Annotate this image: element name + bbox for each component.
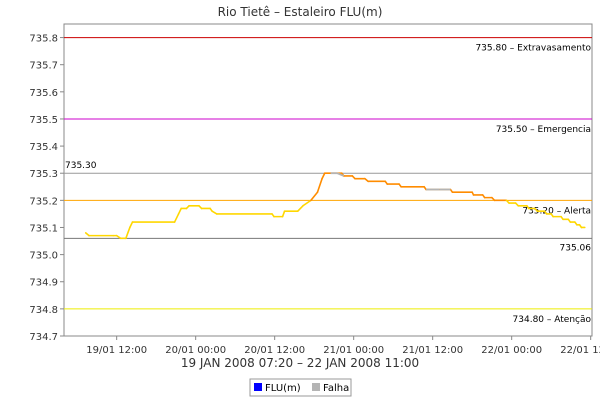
- legend-frame: [249, 378, 352, 397]
- y-axis: 734.7 734.8 734.9 735.0 735.1 735.2 735.3 735.4…: [29, 34, 64, 343]
- x-axis-label: 19 JAN 2008 07:20 – 22 JAN 2008 11:00: [181, 356, 419, 370]
- falha-series-segment: [336, 172, 345, 177]
- chart-title: Rio Tietê – Estaleiro FLU(m): [218, 5, 383, 19]
- y-tick-label: 735.3: [29, 169, 58, 180]
- plot-frame: [63, 23, 593, 337]
- flu-series-segment: [321, 172, 326, 180]
- legend: FLU(m) Falha: [249, 378, 352, 397]
- y-tick-label: 735.1: [29, 223, 58, 234]
- y-tick-label: 735.0: [29, 251, 58, 262]
- flu-series-segment: [129, 221, 134, 229]
- legend-swatch: [312, 383, 320, 391]
- flu-series-segment: [316, 177, 323, 194]
- flu-series-segment: [173, 213, 180, 223]
- x-tick-label: 21/01 00:00: [323, 345, 384, 356]
- y-tick-label: 735.8: [29, 34, 58, 45]
- reference-lines: 735.80 – Extravasamento 735.50 – Emergenc…: [64, 37, 592, 325]
- x-tick-label: 20/01 00:00: [165, 345, 226, 356]
- reference-line-label: 735.50 – Emergencia: [496, 125, 591, 135]
- legend-label: FLU(m): [265, 383, 301, 394]
- y-tick-label: 734.7: [29, 332, 58, 343]
- legend-label: Falha: [323, 383, 349, 394]
- y-tick-label: 735.5: [29, 115, 58, 126]
- reference-line-label: 735.20 – Alerta: [522, 206, 591, 216]
- y-tick-label: 734.8: [29, 305, 58, 316]
- flu-series-segment: [281, 210, 286, 218]
- x-tick-label: 22/01 00:00: [481, 345, 542, 356]
- legend-swatch: [254, 383, 262, 391]
- series-layer: [84, 172, 586, 240]
- flu-series-segment: [296, 204, 304, 212]
- y-tick-label: 735.7: [29, 61, 58, 72]
- flu-series-segment: [177, 207, 182, 215]
- reference-line-label: 735.30: [65, 161, 97, 171]
- x-tick-label: 21/01 12:00: [402, 345, 463, 356]
- x-axis: 19/01 12:00 20/01 00:00 20/01 12:00 21/01 0…: [86, 336, 600, 356]
- x-tick-label: 22/01 12:00: [560, 345, 600, 356]
- y-tick-label: 734.9: [29, 278, 58, 289]
- y-tick-label: 735.6: [29, 88, 58, 99]
- x-tick-label: 20/01 12:00: [244, 345, 305, 356]
- x-tick-label: 19/01 12:00: [86, 345, 147, 356]
- reference-line-label: 734.80 – Atenção: [513, 315, 592, 325]
- plot-area: [63, 23, 593, 337]
- y-tick-label: 735.2: [29, 196, 58, 207]
- flu-series-segment: [302, 199, 312, 207]
- y-tick-label: 735.4: [29, 142, 58, 153]
- flu-series-segment: [211, 210, 218, 215]
- reference-line-label: 735.80 – Extravasamento: [475, 44, 591, 54]
- flu-series-segment: [310, 191, 319, 202]
- flu-series-segment: [125, 226, 131, 240]
- reference-line-label: 735.06: [560, 243, 592, 253]
